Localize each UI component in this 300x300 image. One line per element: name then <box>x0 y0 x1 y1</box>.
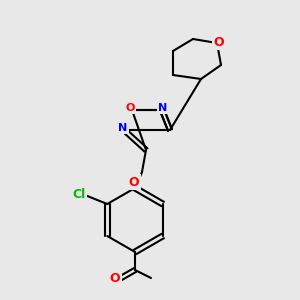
Text: O: O <box>125 103 135 113</box>
Text: O: O <box>110 272 120 286</box>
Text: O: O <box>129 176 139 188</box>
Text: Cl: Cl <box>73 188 86 200</box>
Text: N: N <box>158 103 168 113</box>
Text: N: N <box>118 123 127 133</box>
Text: O: O <box>214 35 224 49</box>
